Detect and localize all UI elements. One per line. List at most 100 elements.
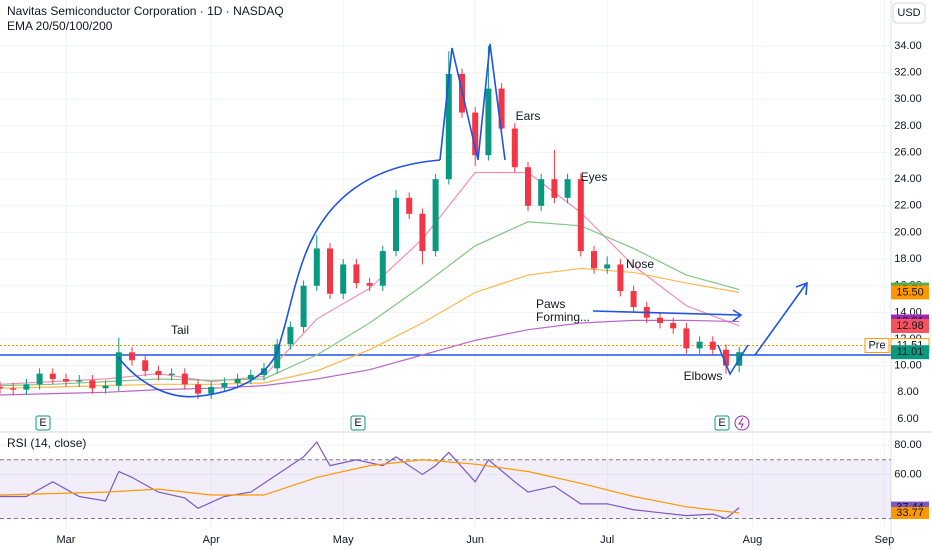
candle-body: [115, 352, 122, 386]
ema-line: [0, 267, 740, 389]
candle-body: [709, 341, 716, 350]
candle-body: [168, 373, 175, 375]
indicator-label: EMA 20/50/100/200: [7, 19, 113, 33]
candle-body: [445, 73, 452, 180]
candle-body: [10, 388, 17, 390]
candle-body: [723, 349, 729, 366]
candle-body: [617, 264, 624, 292]
candle-body: [406, 197, 413, 214]
candle-body: [525, 167, 531, 206]
candle-body: [300, 285, 307, 328]
price-badge: [891, 318, 929, 333]
badge-prefix-bg: [864, 338, 890, 354]
event-label: E: [39, 417, 46, 429]
candle-body: [89, 380, 96, 389]
y-tick-label: 20.00: [894, 226, 922, 238]
candle-body: [657, 317, 663, 324]
rsi-line: [0, 441, 740, 520]
annotation: Paws Forming...: [536, 297, 590, 324]
event-label: E: [718, 417, 725, 429]
tail-arc: [117, 159, 441, 398]
candle-body: [498, 88, 505, 129]
x-tick-label: Jun: [466, 534, 484, 546]
candle-body: [195, 384, 201, 394]
y-tick-label: 32.00: [894, 67, 922, 79]
candle-body: [366, 283, 373, 286]
y-tick-label: 28.00: [894, 120, 922, 132]
annotation: Nose: [626, 257, 654, 271]
candle-body: [683, 328, 690, 349]
x-tick-label: May: [333, 534, 354, 546]
candle-body: [630, 291, 637, 308]
price-badge-label: 11.01: [897, 346, 924, 358]
event-marker: [350, 415, 366, 431]
y-tick-label: 26.00: [894, 146, 922, 158]
y-tick-label: 10.00: [894, 360, 922, 372]
ears: [439, 43, 506, 161]
price-badge: [891, 285, 929, 300]
candle-body: [181, 373, 188, 385]
candle-body: [36, 373, 43, 385]
candle-body: [604, 264, 611, 269]
candle-body: [591, 251, 597, 269]
candle-body: [538, 179, 545, 206]
split-bolt: [738, 417, 744, 429]
y-tick-label: 80.00: [894, 439, 922, 451]
badge-prefix: Pre: [868, 339, 885, 351]
chart-title: Navitas Semiconductor Corporation · 1D ·…: [7, 4, 284, 18]
x-tick-label: Sep: [875, 534, 895, 546]
price-badge-label: 12.98: [896, 320, 924, 332]
candle-body: [234, 378, 241, 383]
annotation: Eyes: [581, 170, 608, 184]
candle-body: [208, 386, 215, 394]
y-tick-label: 18.00: [894, 253, 922, 265]
event-label: E: [354, 417, 361, 429]
candle-body: [696, 341, 703, 349]
candle-body: [577, 179, 584, 252]
candle-body: [379, 251, 386, 286]
candle-body: [261, 368, 267, 375]
annotation: Tail: [171, 323, 189, 337]
candle-body: [472, 112, 479, 156]
candle-body: [670, 323, 677, 329]
price-badge: [891, 345, 929, 360]
x-tick-label: Mar: [57, 534, 76, 546]
rsi-badge: [891, 507, 929, 520]
rsi-band: [0, 459, 891, 519]
candle-body: [129, 352, 135, 361]
candle-body: [353, 264, 360, 284]
currency-button[interactable]: [892, 2, 926, 24]
split-icon: [734, 415, 750, 431]
ema-line: [0, 319, 740, 396]
candle-body: [0, 386, 3, 389]
x-tick-label: Apr: [203, 534, 220, 546]
currency[interactable]: USD: [897, 7, 920, 19]
x-tick-label: Jul: [600, 534, 614, 546]
y-tick-label: 8.00: [897, 386, 918, 398]
candle-body: [63, 378, 69, 382]
candle-body: [102, 385, 109, 389]
candle-body: [76, 380, 83, 382]
candle-body: [221, 382, 228, 387]
candle-body: [551, 179, 558, 198]
up-arrow: [754, 281, 808, 356]
y-tick-label: 22.00: [894, 200, 922, 212]
rsi-line: [0, 459, 740, 514]
candle-body: [393, 197, 399, 252]
elbows: [717, 344, 749, 376]
y-tick-label: 30.00: [894, 93, 922, 105]
candle-body: [23, 384, 30, 390]
candle-body: [247, 374, 254, 379]
candle-body: [274, 344, 281, 369]
event-marker: [35, 415, 51, 431]
event-marker: [714, 415, 730, 431]
y-tick-label: 24.00: [894, 173, 922, 185]
rsi-badge-label: 33.77: [896, 507, 924, 519]
y-tick-label: 6.00: [897, 413, 918, 425]
price-badge-label: 15.50: [896, 286, 924, 298]
candle-body: [419, 213, 426, 252]
candle-body: [49, 373, 56, 379]
paws-arrow: [592, 309, 743, 322]
